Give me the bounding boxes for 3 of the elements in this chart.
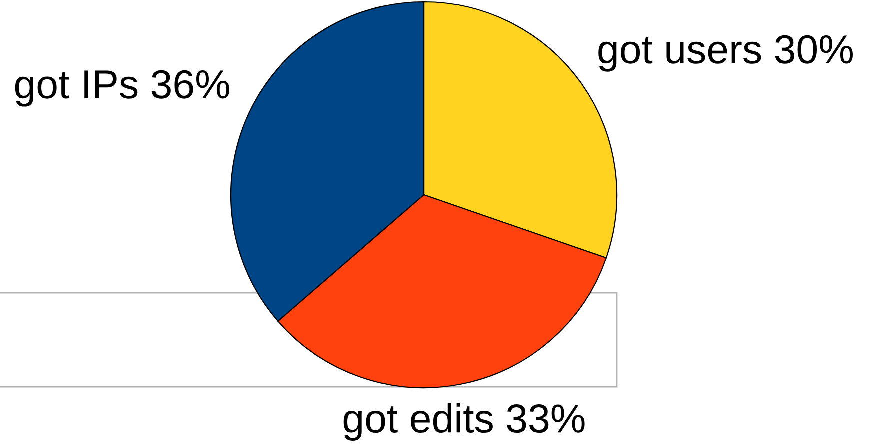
slice-label: got edits 33% [344,403,585,442]
slice-label: got IPs 36% [15,70,230,107]
slice-label: got users 30% [598,35,853,72]
